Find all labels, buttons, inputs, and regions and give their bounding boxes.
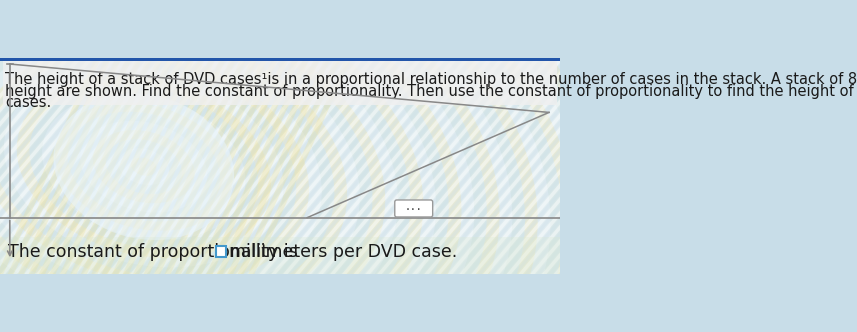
Polygon shape: [0, 57, 560, 61]
Ellipse shape: [0, 0, 576, 332]
Ellipse shape: [42, 93, 245, 240]
Text: height are shown. Find the constant of proportionality. Then use the constant of: height are shown. Find the constant of p…: [5, 84, 857, 99]
Ellipse shape: [0, 47, 309, 286]
Ellipse shape: [131, 157, 157, 176]
Ellipse shape: [0, 0, 602, 332]
Ellipse shape: [0, 0, 423, 332]
Ellipse shape: [0, 11, 360, 322]
Ellipse shape: [0, 29, 334, 304]
Ellipse shape: [29, 84, 258, 249]
Ellipse shape: [55, 103, 233, 231]
Text: ...: ...: [405, 202, 423, 212]
Ellipse shape: [93, 130, 195, 203]
Text: millimeters per DVD case.: millimeters per DVD case.: [229, 243, 457, 261]
Ellipse shape: [0, 0, 626, 332]
FancyBboxPatch shape: [216, 246, 226, 257]
Ellipse shape: [0, 0, 550, 332]
Ellipse shape: [0, 0, 537, 332]
Ellipse shape: [0, 0, 449, 332]
Ellipse shape: [0, 0, 385, 332]
Ellipse shape: [0, 20, 347, 313]
Text: cases.: cases.: [5, 95, 51, 111]
Ellipse shape: [0, 0, 639, 332]
Ellipse shape: [105, 139, 182, 194]
Ellipse shape: [0, 0, 652, 332]
Text: The height of a stack of DVD cases¹is in a proportional relationship to the numb: The height of a stack of DVD cases¹is in…: [5, 72, 857, 87]
Ellipse shape: [0, 0, 614, 332]
Ellipse shape: [0, 0, 500, 332]
Ellipse shape: [81, 121, 207, 212]
Ellipse shape: [0, 0, 411, 332]
Ellipse shape: [0, 0, 474, 332]
Ellipse shape: [0, 0, 398, 332]
Text: The constant of proportionality is: The constant of proportionality is: [8, 243, 297, 261]
Ellipse shape: [68, 112, 220, 221]
Polygon shape: [0, 237, 560, 275]
Ellipse shape: [0, 0, 512, 332]
Polygon shape: [3, 61, 557, 105]
FancyBboxPatch shape: [395, 200, 433, 217]
Ellipse shape: [0, 0, 436, 332]
Ellipse shape: [0, 0, 563, 332]
Ellipse shape: [4, 66, 284, 267]
Ellipse shape: [53, 93, 234, 240]
Ellipse shape: [118, 148, 169, 185]
Ellipse shape: [0, 0, 589, 332]
Ellipse shape: [0, 0, 461, 332]
Ellipse shape: [17, 75, 271, 258]
Ellipse shape: [0, 0, 487, 332]
Ellipse shape: [0, 57, 297, 277]
Ellipse shape: [0, 0, 525, 332]
Ellipse shape: [0, 2, 373, 331]
Ellipse shape: [0, 39, 321, 295]
